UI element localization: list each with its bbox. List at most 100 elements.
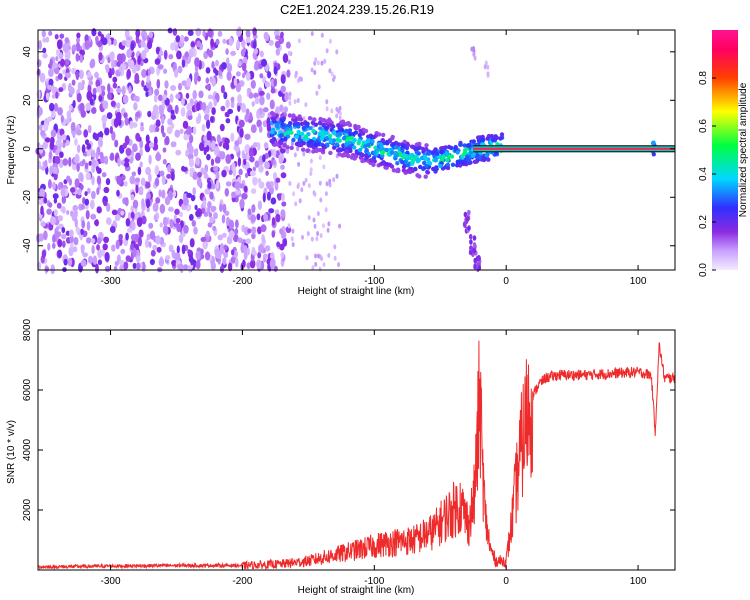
spectral-point [338,111,342,117]
spectral-point [69,86,75,95]
spectral-point [48,202,53,208]
spectral-point [410,144,415,149]
spectral-point [96,237,102,245]
spectral-point [179,128,184,134]
spectral-point [280,164,285,170]
spectral-point [278,155,283,165]
spectral-point [237,105,241,112]
spectral-point [494,135,499,140]
spectral-point [148,154,152,165]
spectral-point [471,139,476,144]
spectral-point [220,247,225,255]
x-tick-label: -200 [232,576,252,587]
spectral-point [65,59,70,66]
spectral-point [463,222,467,228]
spectral-point [298,198,302,204]
spectral-point [186,110,193,116]
spectral-point [91,107,97,114]
spectral-point [257,226,262,235]
spectral-point [108,72,113,79]
spectral-point [147,68,151,76]
spectral-point [318,121,323,126]
spectral-point [124,117,129,126]
spectral-point [325,181,329,187]
spectral-point [126,68,132,79]
spectral-point [326,227,330,233]
spectral-point [426,159,431,165]
spectral-point [207,222,213,228]
spectral-point [141,261,146,270]
spectral-point [174,208,180,215]
spectral-point [307,215,311,221]
spectral-point [332,177,336,183]
spectral-point [308,143,314,148]
spectral-point [111,244,116,252]
spectral-point [148,142,155,149]
spectral-point [217,30,223,37]
spectral-point [48,30,53,37]
spectral-point [393,150,398,156]
spectral-point [384,147,389,153]
spectral-point [61,227,66,234]
spectral-point [102,100,109,110]
spectral-point [301,125,306,131]
spectral-point [147,40,153,50]
spectral-point [153,94,158,103]
spectral-point [324,142,330,147]
spectral-point [228,219,235,230]
spectral-point [180,107,186,117]
spectral-point [324,207,328,213]
spectral-point [292,191,296,197]
spectral-point [298,142,304,148]
spectral-point [48,68,54,77]
spectral-point [176,223,182,233]
spectral-point [262,192,266,203]
spectral-point [257,200,263,211]
spectral-point [95,151,99,160]
spectral-point [261,58,267,67]
spectral-point [198,142,205,152]
spectral-point [54,155,61,165]
spectral-point [85,172,91,181]
spectral-point [87,187,91,194]
spectral-point [96,40,103,48]
spectral-point [135,111,141,118]
spectral-point [225,118,231,124]
spectral-point [289,130,294,135]
spectral-point [234,257,239,268]
spectral-point [141,50,147,60]
spectral-point [223,91,228,100]
spectral-point [186,192,193,199]
spectral-point [95,263,99,274]
spectral-point [69,229,74,238]
spectral-point [445,157,450,163]
spectral-point [105,217,112,225]
spectral-point [309,158,313,164]
spectral-point [319,197,323,203]
spectral-point [197,75,201,82]
spectral-point [141,80,145,88]
spectral-point [132,247,137,258]
spectral-point [196,101,201,112]
y-tick-label: 2000 [22,498,33,521]
spectral-point [410,159,415,165]
spectral-point [227,262,233,272]
spectral-point [101,114,108,124]
spectral-point [304,102,308,108]
spectral-point [181,244,186,255]
spectral-point [241,62,247,72]
y-tick-label: -40 [22,238,33,253]
spectral-point [414,150,419,155]
spectral-point [313,70,317,75]
spectral-point [403,159,408,164]
spectral-point [72,246,78,253]
spectral-point [219,203,223,212]
y-tick-label: 6000 [22,378,33,401]
spectral-point [62,42,69,53]
spectral-point [319,136,325,141]
spectral-point [304,177,308,183]
spectral-point [174,129,181,138]
spectral-point [289,145,294,151]
spectral-point [380,150,386,155]
spectral-point [245,238,252,245]
